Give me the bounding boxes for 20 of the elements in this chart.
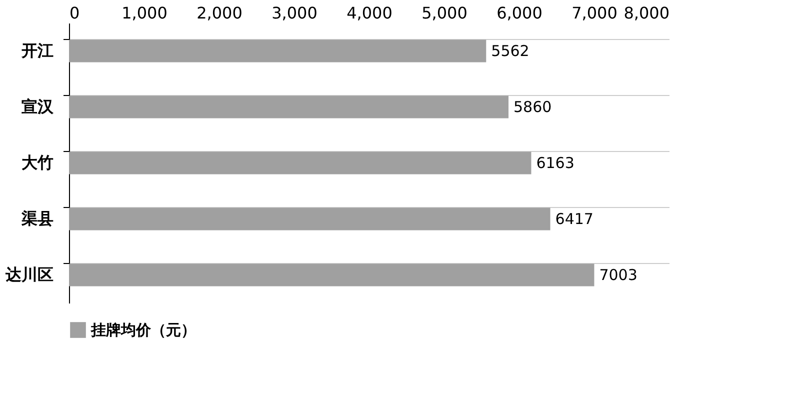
data-label: 5860	[514, 98, 552, 116]
y-tick-label: 宣汉	[22, 97, 54, 116]
x-tick-label: 6,000	[496, 4, 542, 22]
y-tick-label: 渠县	[20, 209, 54, 228]
legend-label: 挂牌均价（元）	[90, 321, 196, 339]
data-label: 6163	[536, 154, 574, 172]
y-tick-label: 大竹	[22, 153, 54, 172]
y-tick-label: 开江	[20, 41, 54, 60]
y-tick-label: 达川区	[4, 265, 54, 284]
x-tick-label: 0	[70, 4, 80, 22]
x-tick-label: 5,000	[422, 4, 468, 22]
x-tick-label: 3,000	[272, 4, 318, 22]
x-tick-label: 7,000	[572, 4, 618, 22]
x-tick-label: 2,000	[196, 4, 242, 22]
x-tick-label: 1,000	[122, 4, 168, 22]
data-label: 7003	[599, 266, 638, 284]
x-tick-label: 8,000	[624, 4, 670, 22]
data-label: 6417	[555, 210, 594, 228]
data-label: 5562	[491, 42, 530, 60]
x-tick-label: 4,000	[346, 4, 392, 22]
